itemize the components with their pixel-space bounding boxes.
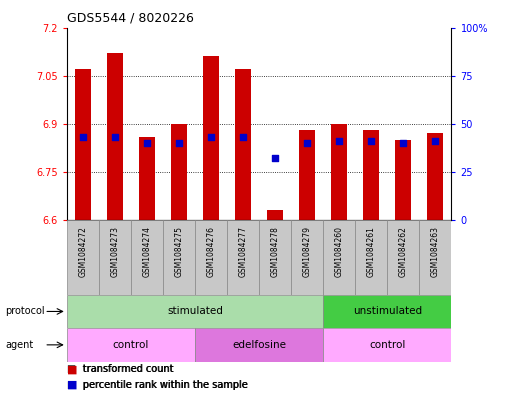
Point: [399, 140, 407, 146]
Bar: [299, 130, 315, 220]
Point: [143, 140, 151, 146]
Bar: [427, 133, 443, 220]
Point: [207, 134, 215, 140]
Bar: [259, 220, 291, 295]
Bar: [323, 220, 355, 295]
Text: control: control: [369, 340, 405, 350]
Text: GDS5544 / 8020226: GDS5544 / 8020226: [67, 12, 193, 25]
Text: control: control: [113, 340, 149, 350]
Point: [78, 134, 87, 140]
Text: ■: ■: [67, 380, 77, 390]
Point: [367, 138, 376, 144]
Text: GSM1084260: GSM1084260: [334, 226, 344, 277]
Text: GSM1084278: GSM1084278: [270, 226, 280, 277]
Text: ■  transformed count: ■ transformed count: [67, 364, 173, 375]
Bar: [67, 220, 98, 295]
Bar: [195, 220, 227, 295]
Bar: [107, 53, 123, 220]
Bar: [203, 56, 219, 220]
Text: transformed count: transformed count: [80, 364, 173, 375]
Text: GSM1084261: GSM1084261: [367, 226, 376, 277]
Text: ■  percentile rank within the sample: ■ percentile rank within the sample: [67, 380, 247, 390]
Text: GSM1084262: GSM1084262: [399, 226, 408, 277]
Bar: [363, 130, 379, 220]
Text: GSM1084275: GSM1084275: [174, 226, 184, 277]
Point: [111, 134, 119, 140]
Bar: [171, 124, 187, 220]
Text: GSM1084263: GSM1084263: [431, 226, 440, 277]
Bar: [67, 328, 195, 362]
Bar: [131, 220, 163, 295]
Point: [303, 140, 311, 146]
Text: GSM1084276: GSM1084276: [206, 226, 215, 277]
Point: [431, 138, 440, 144]
Bar: [267, 210, 283, 220]
Bar: [67, 295, 323, 328]
Bar: [75, 69, 91, 220]
Text: edelfosine: edelfosine: [232, 340, 286, 350]
Text: ■: ■: [67, 364, 77, 375]
Bar: [195, 328, 323, 362]
Point: [335, 138, 343, 144]
Bar: [331, 124, 347, 220]
Bar: [387, 220, 420, 295]
Bar: [163, 220, 195, 295]
Text: GSM1084274: GSM1084274: [142, 226, 151, 277]
Text: agent: agent: [5, 340, 33, 350]
Text: GSM1084279: GSM1084279: [303, 226, 312, 277]
Bar: [420, 220, 451, 295]
Bar: [355, 220, 387, 295]
Text: GSM1084273: GSM1084273: [110, 226, 120, 277]
Text: GSM1084272: GSM1084272: [78, 226, 87, 277]
Bar: [98, 220, 131, 295]
Text: protocol: protocol: [5, 307, 45, 316]
Text: unstimulated: unstimulated: [353, 307, 422, 316]
Text: stimulated: stimulated: [167, 307, 223, 316]
Bar: [396, 140, 411, 220]
Point: [175, 140, 183, 146]
Text: percentile rank within the sample: percentile rank within the sample: [80, 380, 248, 390]
Text: GSM1084277: GSM1084277: [239, 226, 248, 277]
Bar: [323, 328, 451, 362]
Bar: [291, 220, 323, 295]
Point: [271, 155, 279, 162]
Bar: [139, 137, 155, 220]
Bar: [227, 220, 259, 295]
Bar: [235, 69, 251, 220]
Point: [239, 134, 247, 140]
Bar: [323, 295, 451, 328]
